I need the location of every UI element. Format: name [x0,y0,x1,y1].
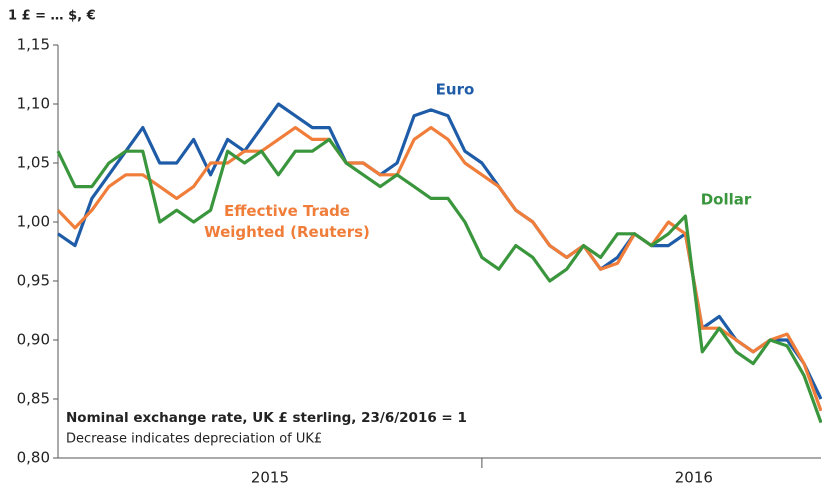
series-label-line: Weighted (Reuters) [204,223,370,241]
y-tick-label: 0,90 [17,331,50,349]
series-label: Euro [436,81,475,99]
x-tick-label: 2016 [675,469,713,487]
y-tick-label: 1,10 [17,95,50,113]
y-tick-label: 0,80 [17,449,50,467]
y-tick-label: 1,05 [17,154,50,172]
series-line [56,126,822,412]
note-title: Nominal exchange rate, UK £ sterling, 23… [66,410,467,426]
y-axis-label: 1 £ = … $, € [8,9,96,24]
series-line [57,102,822,400]
series-label: Dollar [701,191,752,209]
x-tick-label: 2015 [251,469,289,487]
series-label: Effective Trade Weighted (Reuters) [204,202,370,241]
series-label-line: Effective Trade [224,202,350,220]
series-line [56,137,822,424]
y-tick-label: 1,15 [17,36,50,54]
y-tick-label: 0,85 [17,390,50,408]
note-text: Decrease indicates depreciation of UK£ [66,432,322,447]
y-tick-label: 0,95 [17,272,50,290]
y-tick-label: 1,00 [17,213,50,231]
